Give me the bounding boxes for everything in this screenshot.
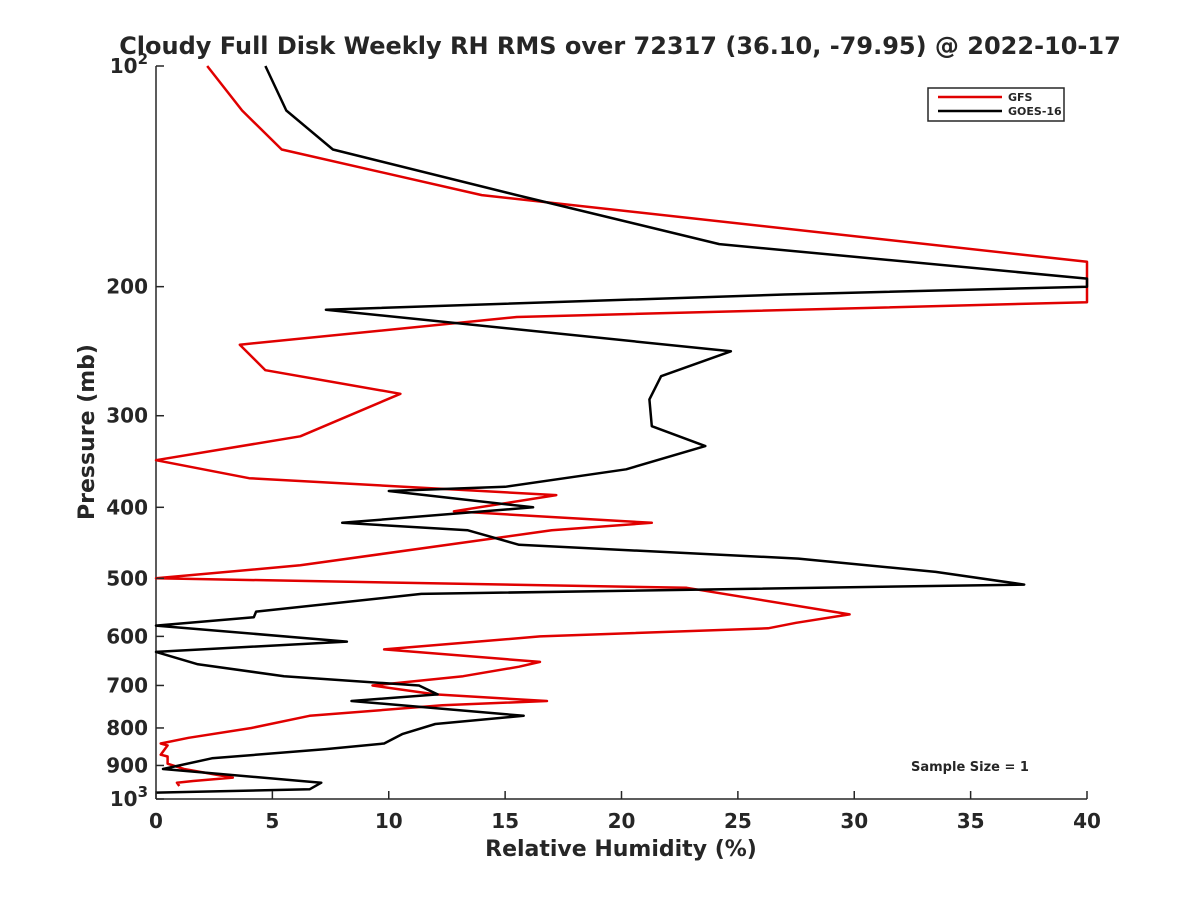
y-tick-label: 500 — [106, 566, 148, 590]
legend: GFS GOES-16 — [927, 87, 1065, 122]
x-tick-label: 15 — [491, 809, 519, 833]
y-tick-label: 800 — [106, 716, 148, 740]
chart-title: Cloudy Full Disk Weekly RH RMS over 7231… — [119, 32, 1121, 60]
x-tick-label: 25 — [724, 809, 752, 833]
series-line-goes-16 — [154, 65, 1089, 794]
y-tick-label: 103 — [110, 783, 148, 811]
sample-size-annotation: Sample Size = 1 — [911, 760, 1029, 775]
y-tick-label: 200 — [106, 275, 148, 299]
y-ticks: 102 200 300 400 500 600 700 800 900 103 — [106, 50, 164, 811]
x-tick-label: 10 — [375, 809, 403, 833]
plot-axes — [155, 66, 1087, 800]
x-tick-label: 40 — [1073, 809, 1101, 833]
y-tick-label: 300 — [106, 404, 148, 428]
y-tick-label: 700 — [106, 673, 148, 697]
legend-box — [927, 87, 1065, 122]
y-tick-label: 600 — [106, 624, 148, 648]
x-tick-label: 20 — [608, 809, 636, 833]
series-layer — [154, 65, 1089, 794]
x-axis-label: Relative Humidity (%) — [485, 837, 757, 862]
x-tick-label: 0 — [149, 809, 163, 833]
series-line-gfs — [154, 65, 1089, 787]
legend-label-goes-16: GOES-16 — [1008, 105, 1062, 118]
y-tick-label: 400 — [106, 495, 148, 519]
x-ticks: 0 5 10 15 20 25 30 35 40 — [149, 791, 1101, 833]
y-tick-label: 900 — [106, 753, 148, 777]
x-tick-label: 35 — [957, 809, 985, 833]
y-axis-label: Pressure (mb) — [75, 344, 100, 520]
x-tick-label: 5 — [265, 809, 279, 833]
x-tick-label: 30 — [840, 809, 868, 833]
legend-label-gfs: GFS — [1008, 91, 1033, 104]
y-tick-label: 102 — [110, 50, 148, 78]
